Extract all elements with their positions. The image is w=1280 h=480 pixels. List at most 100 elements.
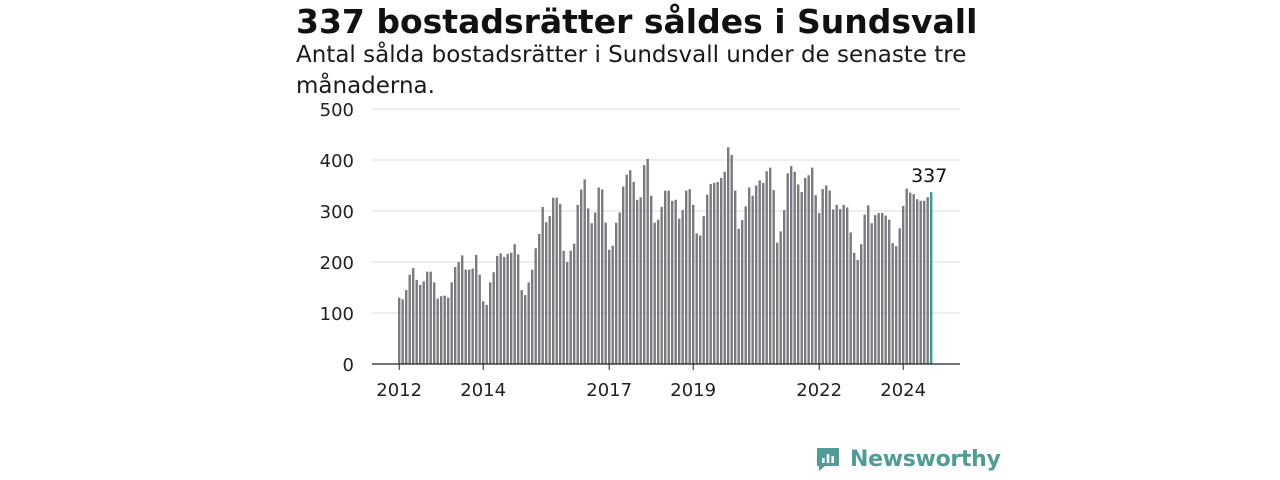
bar xyxy=(489,282,492,364)
bar xyxy=(660,206,663,364)
bar xyxy=(790,166,793,364)
bar xyxy=(807,175,810,364)
bar xyxy=(412,268,415,364)
bar xyxy=(786,173,789,364)
bar xyxy=(835,204,838,364)
bar xyxy=(440,296,443,364)
bar xyxy=(503,256,506,364)
bar xyxy=(751,195,754,364)
bar xyxy=(545,222,548,364)
bar xyxy=(849,232,852,364)
bar xyxy=(926,197,929,364)
bar xyxy=(818,213,821,364)
bar xyxy=(800,192,803,364)
x-tick-label: 2014 xyxy=(460,380,506,401)
bar xyxy=(912,194,915,364)
bar xyxy=(755,185,758,364)
bar xyxy=(419,284,422,364)
bar xyxy=(454,267,457,364)
bar xyxy=(720,177,723,364)
bar xyxy=(468,269,471,364)
bar xyxy=(772,190,775,364)
bar xyxy=(548,216,551,364)
bar xyxy=(401,299,404,364)
bar xyxy=(916,199,919,364)
bar xyxy=(436,298,439,364)
bar xyxy=(475,254,478,364)
bar xyxy=(863,214,866,364)
bar xyxy=(443,295,446,364)
bar xyxy=(821,189,824,364)
bar xyxy=(846,207,849,364)
bar xyxy=(664,190,667,364)
bar xyxy=(713,182,716,364)
bar xyxy=(692,204,695,364)
bar xyxy=(741,220,744,364)
bar xyxy=(457,262,460,364)
x-tick-label: 2019 xyxy=(670,380,716,401)
bar xyxy=(636,199,639,364)
bar xyxy=(748,187,751,364)
bar xyxy=(485,304,488,364)
bar xyxy=(461,255,464,364)
chart-subtitle: Antal sålda bostadsrätter i Sundsvall un… xyxy=(296,42,967,99)
bar xyxy=(828,190,831,364)
bar xyxy=(422,281,425,364)
bar xyxy=(527,282,530,364)
chart-title: 337 bostadsrätter såldes i Sundsvall xyxy=(296,2,978,41)
y-tick-label: 300 xyxy=(320,202,354,223)
bar xyxy=(629,170,632,364)
bar xyxy=(471,268,474,364)
bar xyxy=(555,197,558,364)
bar xyxy=(856,259,859,364)
bar xyxy=(653,222,656,364)
bar xyxy=(517,254,520,364)
bar xyxy=(814,195,817,364)
bar xyxy=(492,272,495,364)
bar xyxy=(765,171,768,364)
bar xyxy=(758,180,761,364)
bar xyxy=(730,154,733,364)
bar xyxy=(583,179,586,364)
bar xyxy=(832,209,835,364)
bar xyxy=(884,215,887,364)
bar xyxy=(646,158,649,364)
bar xyxy=(716,181,719,364)
bar xyxy=(590,223,593,364)
bar xyxy=(842,204,845,364)
bar xyxy=(667,190,670,364)
bar xyxy=(706,194,709,364)
bar-chart: 0 100 200 300 400 500 2012 2014 2017 2019 2022 2024… xyxy=(320,100,960,401)
bar xyxy=(408,274,411,364)
bar xyxy=(681,209,684,364)
bar xyxy=(825,185,828,364)
bar xyxy=(534,248,537,364)
x-tick-label: 2017 xyxy=(586,380,632,401)
bar xyxy=(573,243,576,364)
bar xyxy=(415,279,418,364)
bar xyxy=(562,250,565,364)
bar xyxy=(482,301,485,364)
bar xyxy=(520,290,523,364)
bar xyxy=(398,297,401,364)
bar xyxy=(853,252,856,364)
bar xyxy=(447,297,450,364)
bar xyxy=(496,255,499,364)
highlight-value-label: 337 xyxy=(911,165,947,187)
x-tick-label: 2022 xyxy=(796,380,842,401)
bar xyxy=(678,218,681,364)
bar xyxy=(919,200,922,364)
bar xyxy=(426,271,429,364)
bar xyxy=(625,174,628,364)
x-tick-label: 2012 xyxy=(376,380,422,401)
bar xyxy=(874,215,877,364)
bar xyxy=(650,195,653,364)
bar xyxy=(576,204,579,364)
bar xyxy=(723,171,726,364)
bar xyxy=(601,189,604,364)
bar xyxy=(877,213,880,364)
bar xyxy=(870,223,873,364)
bar xyxy=(909,192,912,364)
bar xyxy=(524,295,527,364)
bar xyxy=(632,181,635,364)
